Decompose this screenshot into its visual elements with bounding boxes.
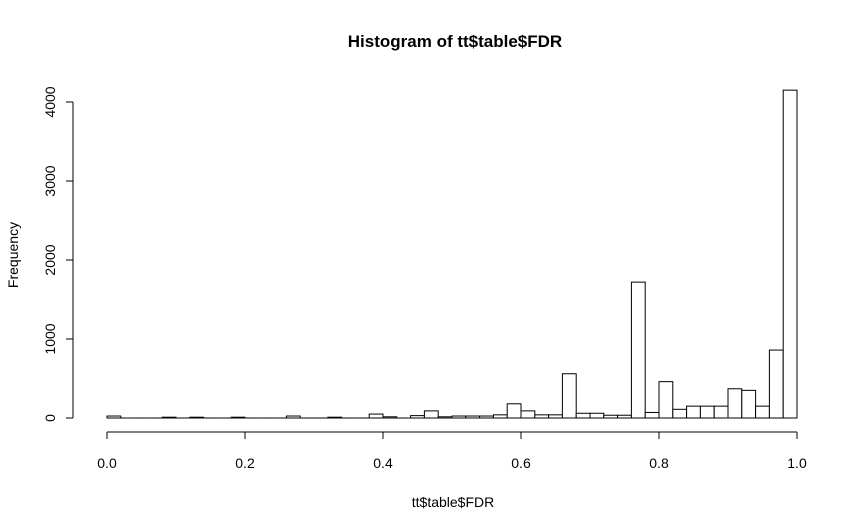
histogram-bar xyxy=(161,416,177,419)
histogram-bar xyxy=(561,373,577,419)
y-tick-label: 1000 xyxy=(42,323,58,354)
x-tick-label: 1.0 xyxy=(787,455,807,471)
y-tick-label: 4000 xyxy=(42,86,58,117)
histogram-bar xyxy=(492,414,508,419)
histogram-bar xyxy=(603,414,619,419)
histogram-bar xyxy=(230,416,246,419)
chart-title: Histogram of tt$table$FDR xyxy=(348,32,562,51)
histogram-bar xyxy=(658,381,674,419)
x-axis-label: tt$table$FDR xyxy=(412,494,494,510)
bars-group xyxy=(106,89,798,419)
histogram-bar xyxy=(575,412,591,419)
histogram-bar xyxy=(589,412,605,419)
histogram-bar xyxy=(617,414,632,419)
histogram-bar xyxy=(768,349,784,419)
histogram-bar xyxy=(106,415,122,419)
x-tick-label: 0.0 xyxy=(97,455,117,471)
histogram-bar xyxy=(534,414,550,419)
histogram-bar xyxy=(437,416,453,419)
histogram-bar xyxy=(782,89,798,419)
histogram-bar xyxy=(672,408,688,419)
y-axis-label: Frequency xyxy=(5,222,21,288)
x-tick-label: 0.4 xyxy=(373,455,393,471)
histogram-bar xyxy=(465,415,481,419)
histogram-bar xyxy=(382,416,398,419)
histogram-bar xyxy=(630,281,646,419)
histogram-bar xyxy=(699,405,715,419)
y-axis: 0 1000 2000 3000 4000 xyxy=(42,86,74,422)
histogram-bar xyxy=(741,389,757,419)
histogram-bar xyxy=(644,411,660,419)
histogram-bar xyxy=(713,405,729,419)
histogram-bar xyxy=(520,410,536,419)
histogram-bar xyxy=(410,415,425,419)
y-tick-label: 3000 xyxy=(42,165,58,196)
x-tick-label: 0.2 xyxy=(235,455,255,471)
histogram-bar xyxy=(327,416,343,419)
x-axis: 0.0 0.2 0.4 0.6 0.8 1.0 xyxy=(97,431,807,471)
x-tick-label: 0.8 xyxy=(649,455,669,471)
histogram-bar xyxy=(285,415,301,419)
histogram-bar xyxy=(548,414,563,419)
histogram-bar xyxy=(368,413,384,419)
y-tick-label: 0 xyxy=(42,414,58,422)
histogram-bar xyxy=(686,405,701,419)
histogram-bar xyxy=(423,410,439,419)
histogram-bar xyxy=(189,416,205,419)
y-tick-label: 2000 xyxy=(42,244,58,275)
histogram-bar xyxy=(479,415,494,419)
histogram-bar xyxy=(506,403,522,419)
histogram-bar xyxy=(755,405,770,419)
histogram-bar xyxy=(727,388,743,419)
histogram-bar xyxy=(451,415,467,419)
x-tick-label: 0.6 xyxy=(511,455,531,471)
